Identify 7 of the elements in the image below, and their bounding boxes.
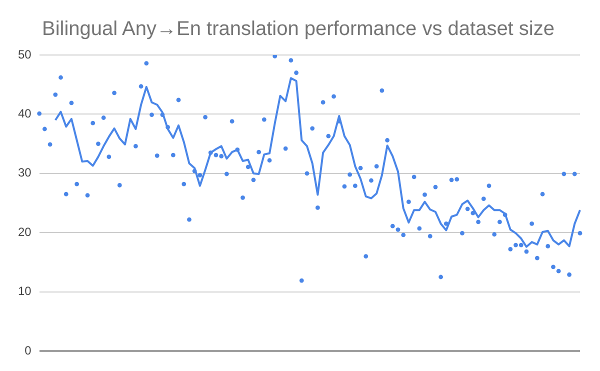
y-tick-label: 30 bbox=[18, 166, 32, 180]
chart-title: Bilingual Any→En translation performance vs dataset size bbox=[42, 18, 554, 41]
y-tick-label: 20 bbox=[18, 224, 32, 239]
y-tick-label: 50 bbox=[18, 47, 32, 62]
y-tick-label: 0 bbox=[24, 343, 32, 358]
y-tick-label: 40 bbox=[18, 106, 32, 121]
y-tick-label: 10 bbox=[18, 284, 32, 298]
